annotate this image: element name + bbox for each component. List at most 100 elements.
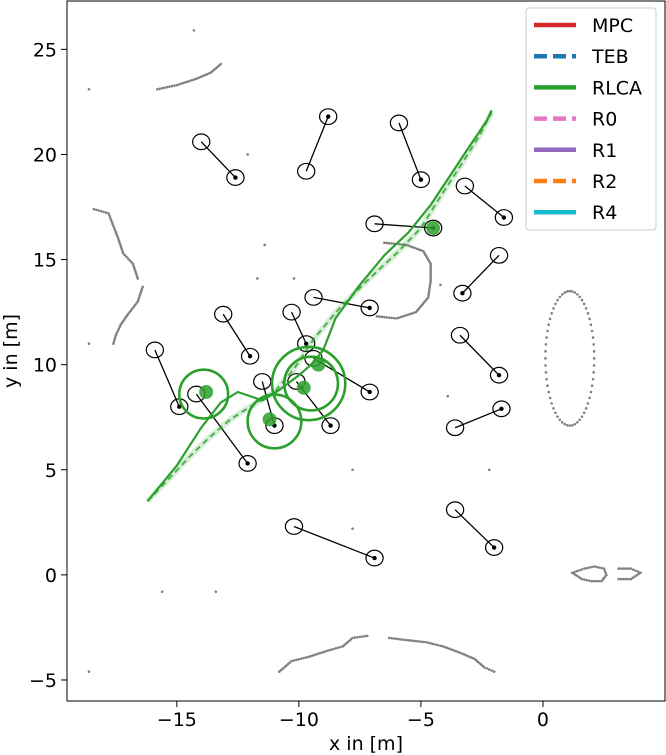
obstacle-point xyxy=(114,230,118,234)
rlca-position-marker xyxy=(296,380,311,395)
obstacle-point xyxy=(119,323,122,327)
obstacle-point xyxy=(590,384,594,388)
obstacle-point xyxy=(156,87,159,91)
obstacle-point xyxy=(112,342,115,345)
obstacle-point xyxy=(554,302,557,306)
obstacle-point xyxy=(118,241,121,245)
obstacle-point xyxy=(412,639,415,643)
obstacle-point xyxy=(622,567,625,570)
obstacle-point xyxy=(588,579,591,582)
obstacle-point xyxy=(139,289,143,293)
obstacle-point xyxy=(87,87,91,91)
obstacle-point xyxy=(427,293,430,297)
obstacle-layer xyxy=(87,29,642,673)
obstacle-point xyxy=(580,568,584,571)
obstacle-point xyxy=(426,641,430,645)
obstacle-point xyxy=(428,287,431,291)
rlca-robot-circle xyxy=(282,355,340,412)
agent-end-marker xyxy=(501,215,507,220)
obstacle-point xyxy=(634,569,638,572)
obstacle-point xyxy=(87,342,91,345)
obstacle-point xyxy=(487,468,491,472)
obstacle-point xyxy=(603,569,607,572)
obstacle-point xyxy=(419,640,423,643)
obstacle-point xyxy=(108,216,112,219)
agent-start-circle xyxy=(192,133,211,151)
obstacle-point xyxy=(292,277,296,280)
agent-start-circle xyxy=(304,288,323,306)
obstacle-point xyxy=(112,340,116,343)
obstacle-point xyxy=(137,298,140,301)
obstacle-point xyxy=(483,666,486,669)
x-axis-label: x in [m] xyxy=(329,733,403,755)
obstacle-point xyxy=(544,364,547,367)
obstacle-point xyxy=(112,226,116,230)
obstacle-point xyxy=(279,668,283,672)
obstacle-point xyxy=(556,415,559,418)
agent-track xyxy=(461,254,500,294)
obstacle-point xyxy=(128,311,131,314)
obstacle-point xyxy=(285,664,288,667)
obstacle-point xyxy=(592,350,596,353)
obstacle-point xyxy=(322,650,326,654)
obstacle-point xyxy=(397,637,401,641)
obstacle-point xyxy=(129,309,133,312)
obstacle-point xyxy=(595,579,598,583)
legend-label: R1 xyxy=(592,140,617,162)
obstacle-point xyxy=(565,290,569,293)
obstacle-point xyxy=(132,266,136,270)
agent-track xyxy=(459,334,500,376)
obstacle-point xyxy=(108,214,111,217)
obstacle-point xyxy=(580,415,584,418)
obstacle-point xyxy=(578,418,582,422)
obstacle-point xyxy=(132,264,135,268)
obstacle-point xyxy=(571,290,574,293)
obstacle-point xyxy=(582,411,586,415)
obstacle-point xyxy=(411,245,414,249)
obstacle-point xyxy=(135,275,139,278)
obstacle-point xyxy=(311,654,315,657)
obstacle-point xyxy=(104,211,108,214)
obstacle-point xyxy=(133,303,137,307)
obstacle-point xyxy=(390,636,393,640)
obstacle-point xyxy=(387,636,391,640)
obstacle-point xyxy=(135,302,138,305)
agent-end-circle xyxy=(318,108,338,126)
obstacle-point xyxy=(399,315,403,319)
obstacle-point xyxy=(546,329,549,333)
obstacle-point xyxy=(592,364,596,367)
rlca-position-marker xyxy=(199,384,214,399)
obstacle-point xyxy=(160,590,164,593)
obstacle-point xyxy=(622,577,625,581)
legend-label: MPC xyxy=(592,15,633,37)
obstacle-point xyxy=(576,293,579,296)
agent-start-circle xyxy=(365,215,384,233)
obstacle-point xyxy=(413,246,417,250)
obstacle-point xyxy=(378,315,381,318)
obstacle-point xyxy=(404,638,408,642)
obstacle-point xyxy=(545,336,548,339)
obstacle-point xyxy=(113,336,117,339)
obstacle-point xyxy=(490,669,494,672)
obstacle-point xyxy=(304,656,308,659)
obstacle-point xyxy=(197,76,200,80)
obstacle-point xyxy=(550,312,553,315)
agent-end-circle xyxy=(240,347,260,365)
obstacle-point xyxy=(637,572,640,576)
obstacle-point xyxy=(113,338,116,341)
obstacle-point xyxy=(351,527,354,530)
rlca-trajectory xyxy=(146,109,493,502)
agent-start-circle xyxy=(445,501,465,519)
obstacle-point xyxy=(548,396,552,400)
obstacle-point xyxy=(392,637,396,640)
agent-start-circle xyxy=(455,177,475,195)
obstacle-point xyxy=(458,651,462,654)
obstacle-point xyxy=(182,81,185,85)
agent-start-circle xyxy=(445,419,465,437)
obstacle-point xyxy=(97,209,101,212)
obstacle-point xyxy=(429,262,432,266)
obstacle-point xyxy=(365,634,369,638)
obstacle-point xyxy=(427,291,431,295)
obstacle-point xyxy=(424,640,428,644)
obstacle-point xyxy=(387,241,391,245)
